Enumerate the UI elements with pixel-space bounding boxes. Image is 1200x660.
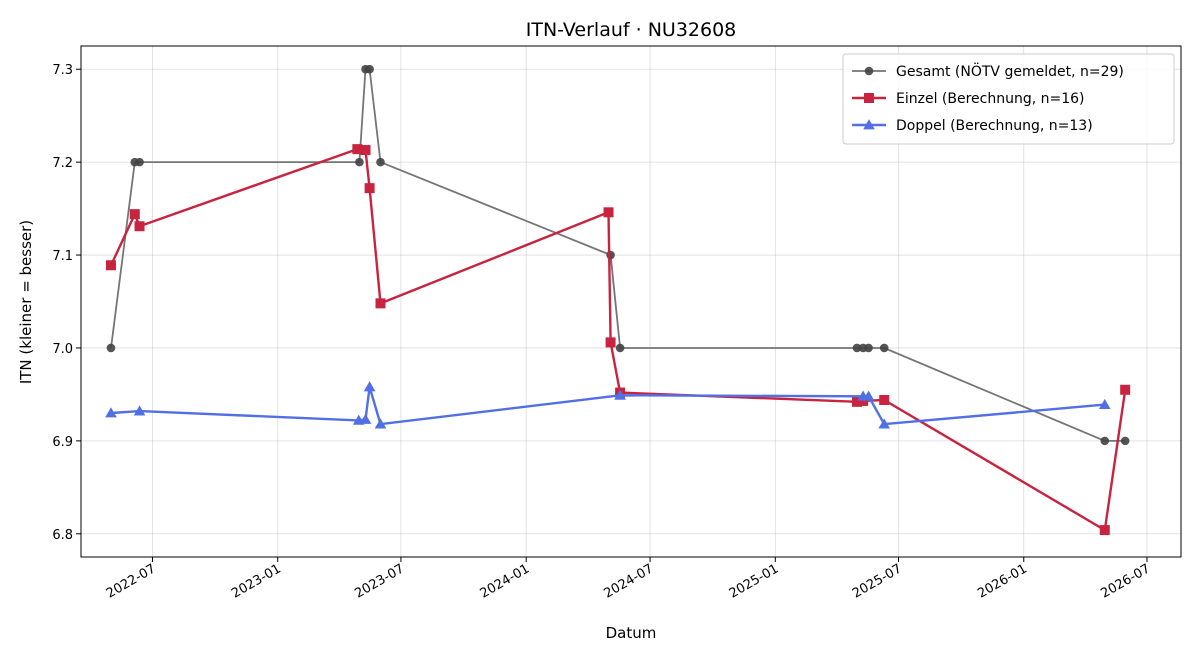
data-point	[133, 405, 146, 416]
data-point	[615, 343, 625, 353]
data-point	[105, 407, 117, 418]
legend-marker	[863, 119, 875, 130]
data-point	[858, 395, 869, 406]
legend-marker	[864, 93, 874, 103]
data-point	[1120, 436, 1130, 446]
series-1	[106, 64, 1130, 446]
data-point	[1120, 384, 1131, 395]
legend-entry: Doppel (Berechnung, n=13)	[852, 118, 1093, 134]
y-tick-label: 6.8	[52, 528, 73, 543]
data-point	[352, 144, 363, 155]
data-point	[359, 413, 372, 424]
data-point	[851, 396, 862, 407]
data-point	[1098, 398, 1111, 409]
data-point	[862, 390, 875, 401]
plot-frame	[80, 45, 1182, 558]
series-layer	[105, 64, 1131, 536]
legend-label: Einzel (Berechnung, n=16)	[896, 91, 1085, 107]
data-point	[106, 343, 116, 353]
legend-label: Gesamt (NÖTV gemeldet, n=29)	[896, 62, 1124, 80]
series-3	[105, 381, 1111, 429]
data-point	[605, 337, 616, 348]
data-point	[360, 145, 371, 156]
data-point	[374, 418, 387, 429]
legend-entry: Einzel (Berechnung, n=16)	[852, 91, 1085, 107]
data-point	[365, 64, 374, 74]
legend-label: Doppel (Berechnung, n=13)	[896, 118, 1093, 134]
series-2	[105, 144, 1131, 536]
data-point	[376, 157, 385, 167]
data-point	[364, 183, 375, 194]
y-tick-label: 6.9	[52, 435, 73, 450]
data-point	[1100, 436, 1110, 446]
x-axis-title: Datum	[606, 624, 657, 642]
legend: Gesamt (NÖTV gemeldet, n=29) Einzel (Bere…	[842, 53, 1175, 145]
chart-title: ITN-Verlauf · NU32608	[526, 19, 737, 41]
legend-box	[842, 53, 1175, 145]
data-point	[606, 250, 615, 260]
data-point	[129, 209, 140, 220]
data-point	[105, 260, 116, 271]
data-point	[852, 343, 862, 353]
data-point	[603, 207, 614, 218]
data-point	[355, 157, 364, 167]
y-tick-label: 7.3	[52, 63, 73, 78]
data-point	[134, 221, 145, 232]
data-point	[879, 343, 889, 353]
data-point	[363, 381, 376, 392]
legend-marker	[864, 66, 874, 76]
data-point	[135, 157, 144, 167]
y-axis: 6.8 6.9 7.0 7.1 7.2 7.3	[52, 63, 81, 543]
y-tick-label: 7.1	[52, 249, 73, 264]
data-point	[878, 418, 891, 429]
legend-entry: Gesamt (NÖTV gemeldet, n=29)	[852, 62, 1124, 80]
y-tick-label: 7.2	[52, 156, 73, 171]
y-tick-label: 7.0	[52, 342, 73, 357]
data-point	[864, 343, 873, 353]
data-point	[375, 298, 386, 309]
data-point	[1099, 525, 1110, 536]
data-point	[879, 394, 890, 405]
data-point	[614, 389, 626, 400]
y-axis-title: ITN (kleiner = besser)	[17, 220, 35, 384]
